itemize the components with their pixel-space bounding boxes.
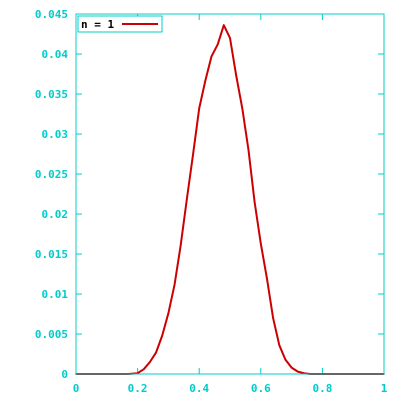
data-point [253,201,256,203]
data-point [167,312,170,315]
data-point [229,37,231,39]
legend-label: n = 1 [81,18,114,31]
data-point [149,361,151,363]
data-point [179,244,182,246]
data-point [272,317,274,319]
y-tick-label: 0.005 [35,328,68,341]
y-tick-label: 0.04 [42,48,69,61]
legend: n = 1 [77,15,163,33]
x-axis-ticks: 0 0.2 0.4 0.6 0.8 1 [73,14,388,395]
y-tick-label: 0.035 [35,88,68,101]
x-tick-label: 0.4 [189,382,209,395]
data-point [223,24,225,27]
data-point [204,79,207,82]
legend-box [77,15,163,33]
x-tick-label: 0.6 [251,382,271,395]
y-tick-label: 0.01 [42,288,69,301]
x-tick-label: 1 [381,382,388,395]
plot-frame [75,13,385,375]
data-point [278,344,281,347]
data-point [216,43,219,46]
y-tick-label: 0.025 [35,168,68,181]
x-tick-label: 0 [73,382,80,395]
data-point [290,366,293,369]
y-tick-label: 0.03 [42,128,69,141]
data-point [247,149,250,151]
y-tick-label: 0 [61,368,68,381]
y-axis-ticks: 0 0.005 0.01 0.015 0.02 0.025 0.03 0.035 0.04 0.0… [35,8,384,381]
y-tick-label: 0.015 [35,248,68,261]
series-line [76,24,384,375]
data-point [235,74,237,77]
y-tick-label: 0.045 [35,8,68,21]
data-point [266,278,268,280]
data-point [210,55,213,58]
data-point [241,107,244,110]
data-point [260,242,262,245]
y-tick-label: 0.02 [42,208,69,221]
x-tick-label: 0.8 [312,382,332,395]
data-point [284,358,287,361]
data-point [155,351,157,354]
data-point [142,368,145,371]
data-point [173,283,176,286]
data-point [161,334,164,337]
data-point [186,198,188,200]
series-layer [75,24,385,375]
data-point [192,154,194,156]
x-tick-label: 0.2 [128,382,148,395]
data-point [198,107,200,110]
data-point [296,370,299,373]
